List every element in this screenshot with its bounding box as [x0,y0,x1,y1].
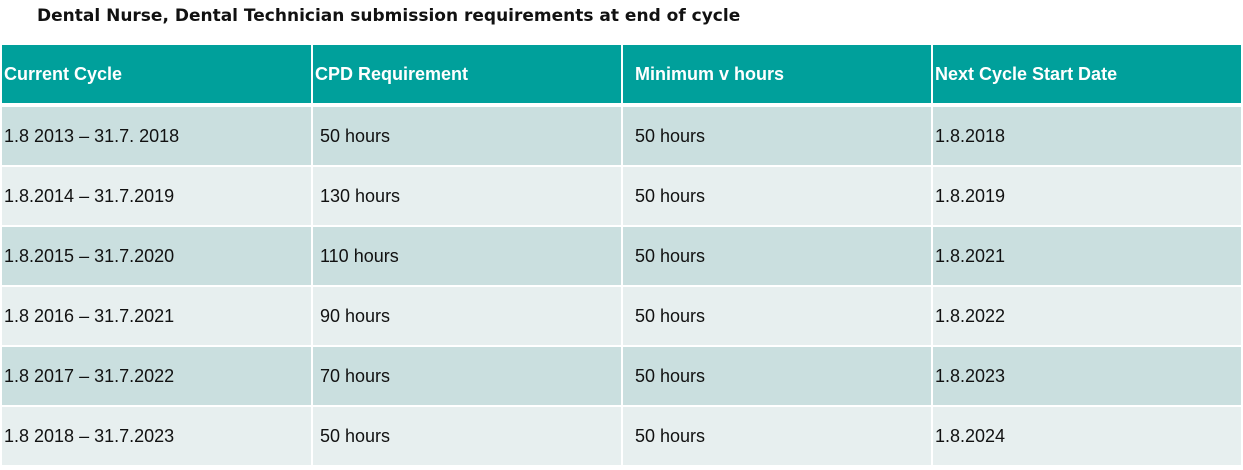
cell-minimum-hours: 50 hours [622,166,933,227]
cell-current-cycle: 1.8.2014 – 31.7.2019 [2,166,313,227]
header-row: Current Cycle CPD Requirement Minimum v … [2,45,1241,107]
header-next-cycle-start: Next Cycle Start Date [932,45,1241,107]
page-title: Dental Nurse, Dental Technician submissi… [37,6,741,26]
cell-cpd-requirement: 130 hours [312,166,623,227]
cell-next-cycle-start: 1.8.2024 [932,406,1241,467]
table-row: 1.8.2015 – 31.7.2020 110 hours 50 hours … [2,226,1241,287]
header-current-cycle: Current Cycle [2,45,313,107]
cell-next-cycle-start: 1.8.2023 [932,346,1241,407]
cell-next-cycle-start: 1.8.2019 [932,166,1241,227]
table-body: 1.8 2013 – 31.7. 2018 50 hours 50 hours … [2,105,1241,467]
cell-current-cycle: 1.8 2013 – 31.7. 2018 [2,105,313,167]
table-row: 1.8 2018 – 31.7.2023 50 hours 50 hours 1… [2,406,1241,467]
cell-cpd-requirement: 110 hours [312,226,623,287]
table-row: 1.8.2014 – 31.7.2019 130 hours 50 hours … [2,166,1241,227]
header-minimum-hours: Minimum v hours [622,45,933,107]
cell-cpd-requirement: 50 hours [312,406,623,467]
cell-next-cycle-start: 1.8.2022 [932,286,1241,347]
requirements-table: Current Cycle CPD Requirement Minimum v … [2,45,1241,467]
cell-minimum-hours: 50 hours [622,105,933,167]
cell-cpd-requirement: 90 hours [312,286,623,347]
cell-minimum-hours: 50 hours [622,226,933,287]
cell-minimum-hours: 50 hours [622,346,933,407]
cell-cpd-requirement: 70 hours [312,346,623,407]
cell-minimum-hours: 50 hours [622,406,933,467]
cell-current-cycle: 1.8.2015 – 31.7.2020 [2,226,313,287]
cell-current-cycle: 1.8 2018 – 31.7.2023 [2,406,313,467]
cell-cpd-requirement: 50 hours [312,105,623,167]
header-cpd-requirement: CPD Requirement [312,45,623,107]
cell-minimum-hours: 50 hours [622,286,933,347]
cell-next-cycle-start: 1.8.2021 [932,226,1241,287]
table-header: Current Cycle CPD Requirement Minimum v … [2,45,1241,107]
table-row: 1.8 2013 – 31.7. 2018 50 hours 50 hours … [2,105,1241,167]
table-row: 1.8 2016 – 31.7.2021 90 hours 50 hours 1… [2,286,1241,347]
cell-current-cycle: 1.8 2016 – 31.7.2021 [2,286,313,347]
cell-current-cycle: 1.8 2017 – 31.7.2022 [2,346,313,407]
cell-next-cycle-start: 1.8.2018 [932,105,1241,167]
table-row: 1.8 2017 – 31.7.2022 70 hours 50 hours 1… [2,346,1241,407]
